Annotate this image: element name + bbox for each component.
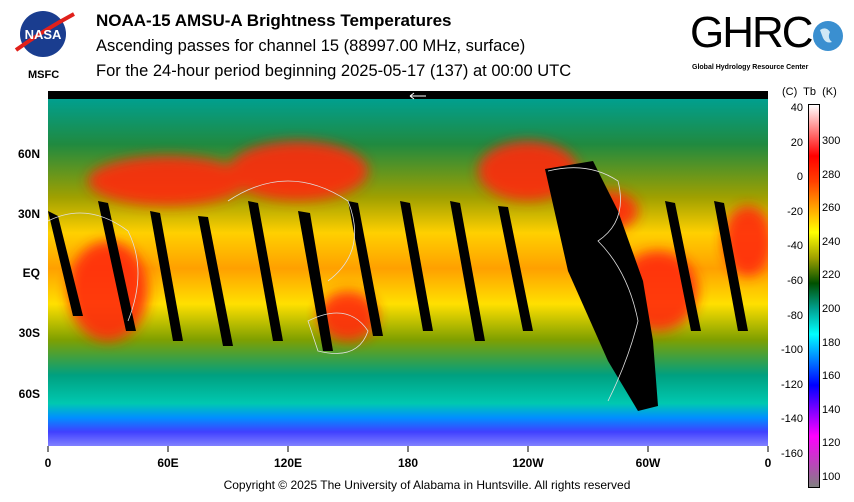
lat-label: 30N [17,207,40,221]
colorbar-kelvin-label: 160 [822,370,841,383]
colorbar-kelvin-label: 120 [822,437,841,450]
lon-label: 60W [635,456,661,470]
lat-label: EQ [22,266,40,280]
colorbar-kelvin-label: 200 [822,303,841,315]
colorbar-header: (C) Tb (K) [782,86,837,98]
lat-label: 30S [18,326,40,340]
lon-label: 0 [764,456,772,470]
subtitle: Ascending passes for channel 15 (88997.0… [96,37,526,55]
lon-label: 180 [397,456,419,470]
period-text: For the 24-hour period beginning 2025-05… [96,62,572,80]
lon-label: 120W [512,456,544,470]
colorbar-kelvin-label: 240 [822,235,841,248]
colorbar-celsius-label: -80 [787,309,803,322]
colorbar-kelvin-label: 280 [822,168,841,181]
lon-ticks [47,446,769,452]
globe-icon [813,21,843,51]
colorbar-celsius-label: 0 [796,171,803,184]
colorbar-celsius-label: -60 [787,275,803,287]
colorbar-kelvin-label: 300 [822,135,841,147]
lat-label: 60N [17,147,40,161]
colorbar-kelvin-label: 260 [822,202,841,215]
colorbar-kelvin-label: 180 [822,336,841,349]
pole-marker-icon [409,92,426,100]
colorbar-kelvin-label: 220 [822,269,841,282]
brightness-temperature-map [48,91,768,446]
ghrc-logo: GHRC [690,8,814,57]
lon-label: 120E [273,456,303,470]
colorbar-celsius-label: -20 [787,205,803,218]
colorbar-celsius-label: -100 [780,344,803,357]
svg-text:NASA: NASA [25,27,62,42]
lon-label: 60E [157,456,179,470]
lon-label: 0 [44,456,52,470]
colorbar-kelvin-label: 140 [822,403,841,416]
colorbar-celsius-label: 20 [790,136,803,149]
colorbar-celsius-label: -140 [780,413,803,426]
ghrc-name: Global Hydrology Resource Center [692,64,809,71]
colorbar-celsius-label: -40 [787,240,803,253]
nasa-logo: NASA [14,11,75,57]
lat-label: 60S [18,387,40,401]
colorbar-celsius-label: -120 [780,378,803,391]
colorbar-celsius-label: -160 [780,448,803,460]
msfc-label: MSFC [28,69,60,81]
colorbar-celsius-label: 40 [790,102,803,114]
copyright: Copyright © 2025 The University of Alaba… [223,478,631,492]
colorbar [808,104,820,488]
page-title: NOAA-15 AMSU-A Brightness Temperatures [96,11,452,30]
colorbar-kelvin-label: 100 [822,471,841,483]
